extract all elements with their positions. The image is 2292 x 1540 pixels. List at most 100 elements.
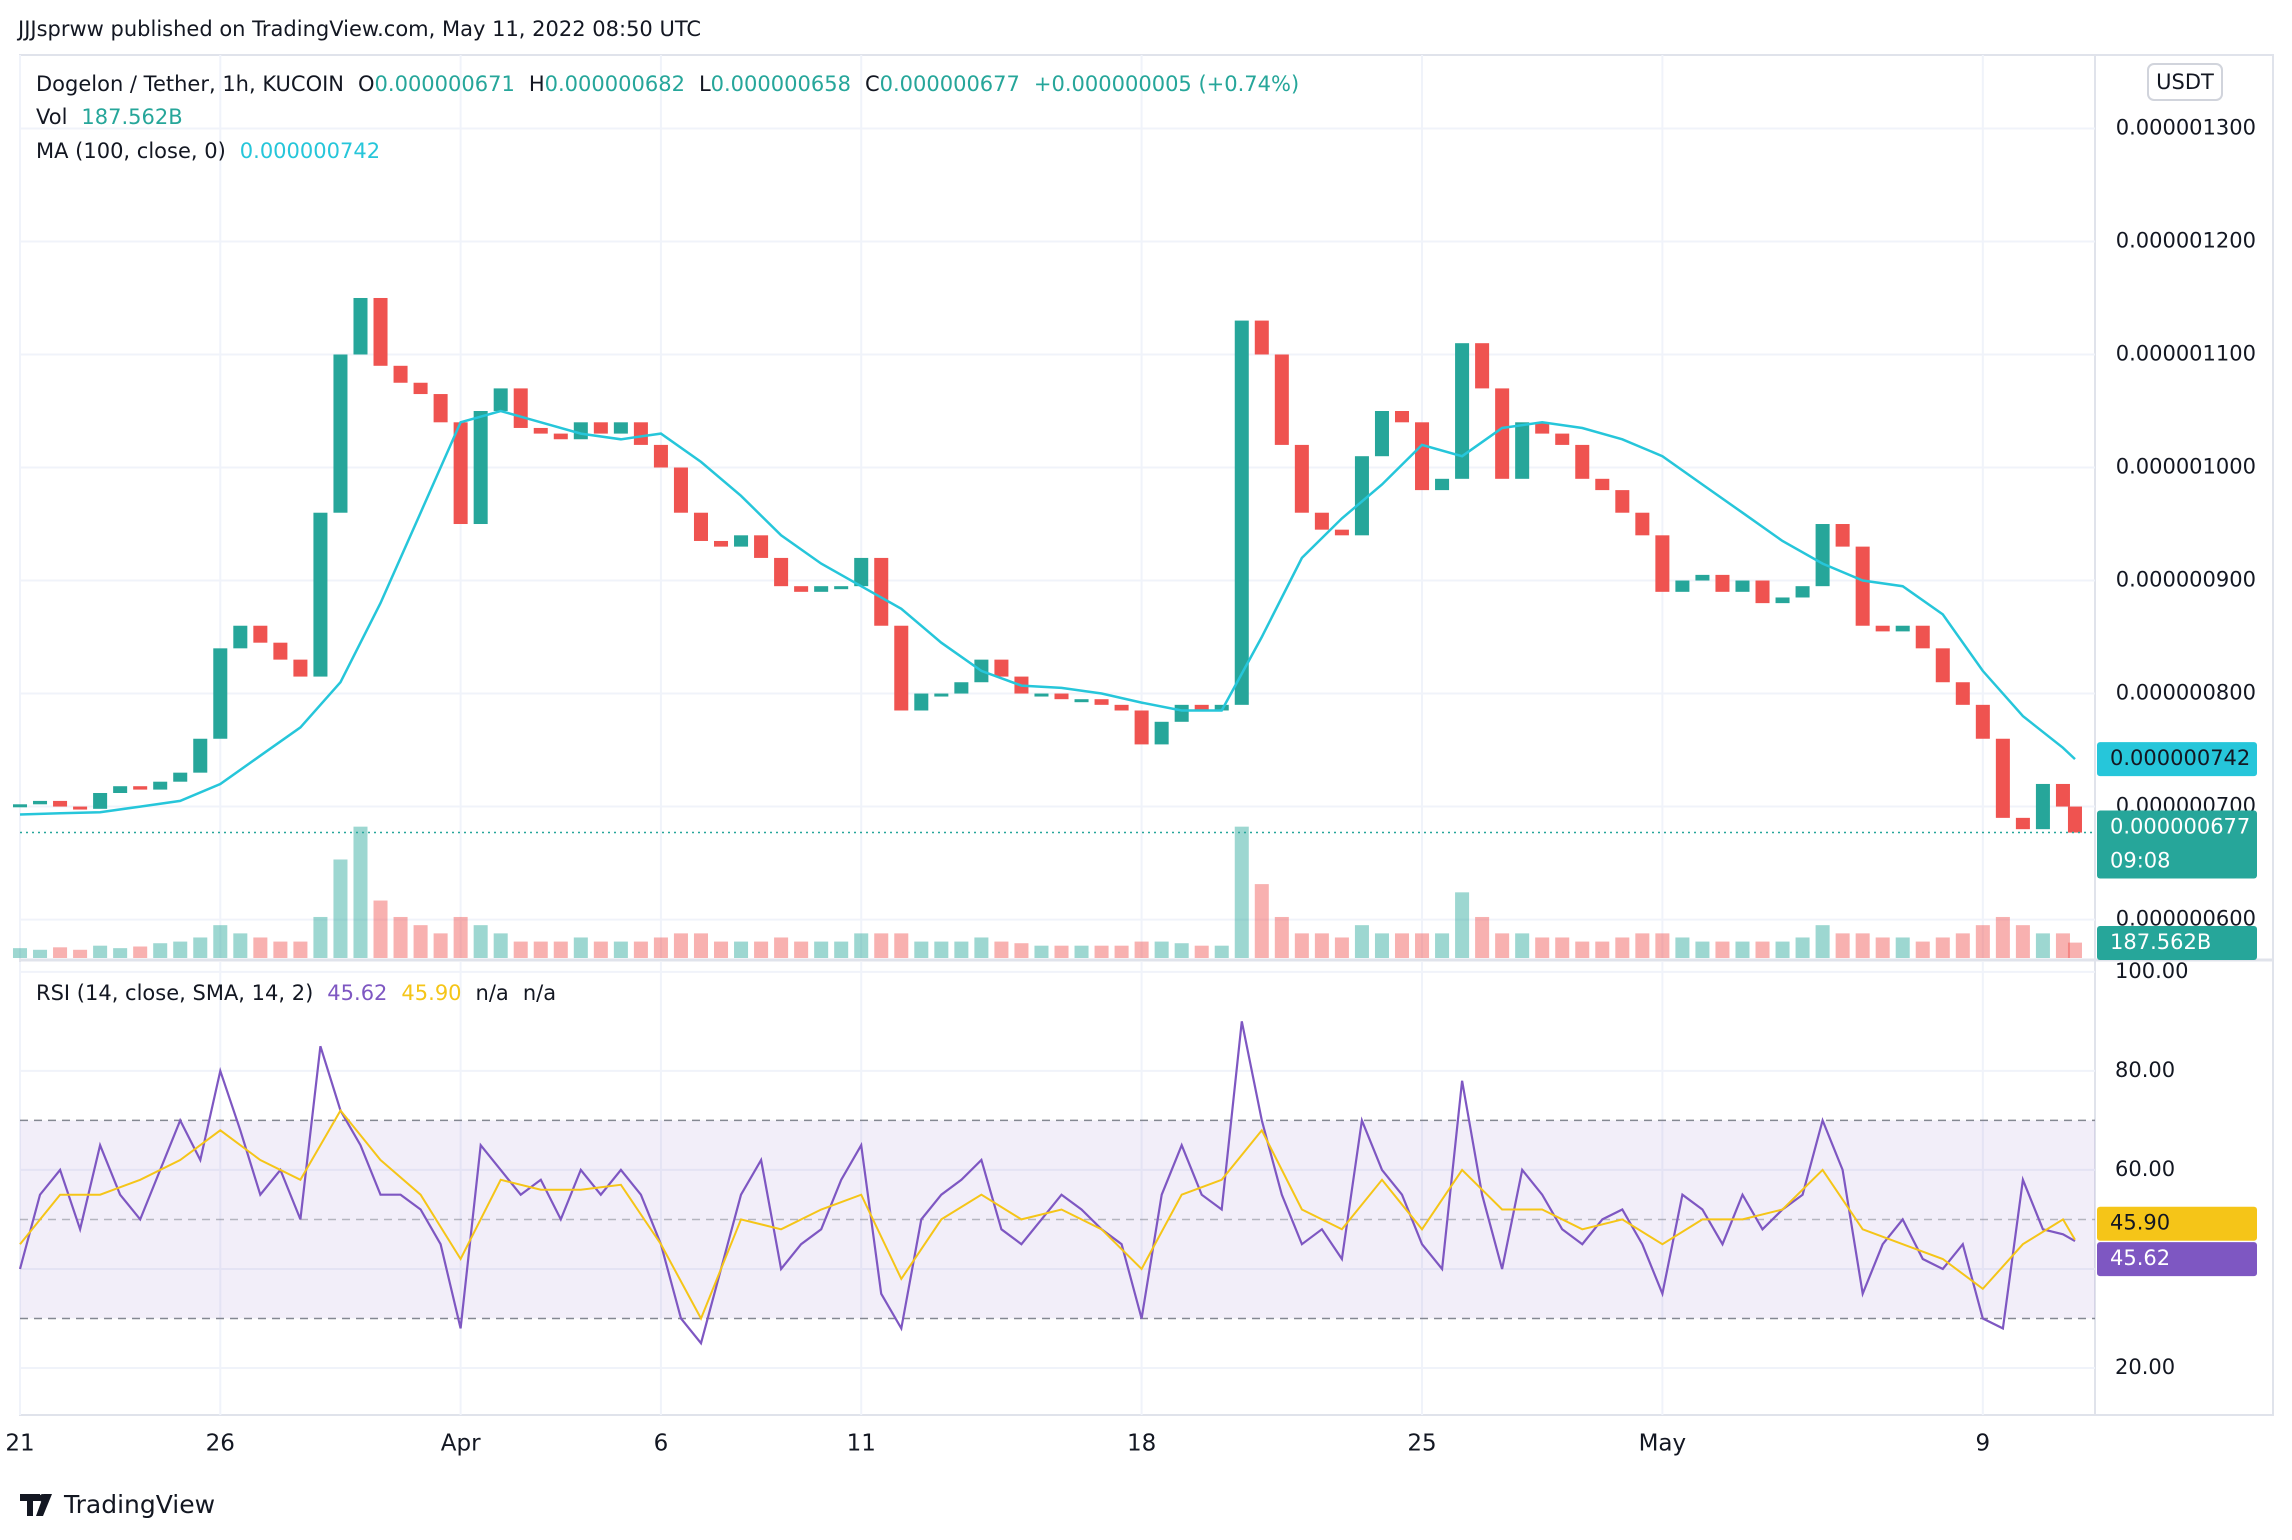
logo (20, 1494, 52, 1516)
candle (1955, 682, 1970, 705)
volume-bar (1435, 933, 1450, 958)
legend-item: n/a (476, 981, 509, 1005)
candle (1775, 597, 1790, 604)
rsi-sma-line (19, 1108, 2076, 1321)
candle (1274, 354, 1289, 445)
volume-bar (1595, 941, 1610, 958)
volume-bar (1695, 941, 1710, 958)
volume-bar (774, 937, 789, 958)
volume-bar (1154, 941, 1169, 958)
legend: RSI (14, close, SMA, 14, 2) 45.62 45.90 n/a… (36, 981, 556, 1005)
candle (1094, 699, 1109, 705)
volume-bar (894, 933, 909, 958)
volume-bar (413, 925, 428, 958)
candle (1935, 648, 1950, 683)
candle (1735, 580, 1750, 592)
candle (653, 444, 668, 468)
volume-bar (213, 925, 228, 958)
volume-bar (573, 937, 588, 958)
candle (1054, 693, 1069, 700)
candle (633, 422, 648, 445)
volume-bar (834, 941, 849, 958)
volume-bar (53, 947, 68, 958)
y-tick-label: 0.000000800 (2116, 681, 2256, 705)
unit-button[interactable] (2147, 63, 2223, 101)
y-tick-label: 0.000001200 (2116, 228, 2256, 252)
volume-bar (433, 933, 448, 958)
unit-label[interactable]: USDT (2156, 70, 2214, 94)
candle (53, 800, 68, 807)
candle (493, 388, 508, 412)
candle (1695, 574, 1710, 581)
candle (73, 806, 88, 810)
volume-bar (133, 946, 148, 958)
volume-bar (353, 826, 368, 958)
legend-item: +0.000000005 (+0.74%) (1034, 72, 1299, 96)
volume-bar (1995, 916, 2010, 958)
volume-bar (1795, 937, 1810, 958)
volume-bar (794, 941, 809, 958)
x-tick-label: Apr (441, 1431, 481, 1457)
volume-bar (714, 941, 729, 958)
volume-value-box-label: 187.562B (2110, 930, 2211, 954)
volume-bar (1655, 933, 1670, 958)
volume-bar (33, 949, 48, 958)
volume-bar (1174, 943, 1189, 958)
volume-value-box (2097, 926, 2257, 960)
volume-bar (734, 941, 749, 958)
candle (553, 433, 568, 440)
candle (714, 540, 729, 547)
volume-bar (914, 941, 929, 958)
volume-bar (293, 941, 308, 958)
candle (1214, 704, 1229, 711)
volume-bar (1815, 925, 1830, 958)
ma-value-box (2097, 742, 2257, 777)
volume-bar (934, 941, 949, 958)
publisher: JJJsprww published on TradingView.com, M… (16, 17, 701, 41)
candle (1294, 444, 1309, 513)
volume-bar (954, 941, 969, 958)
candle (233, 625, 248, 649)
volume-bar (1214, 945, 1229, 958)
volume-bar (814, 941, 829, 958)
candle (734, 535, 749, 547)
candle (774, 557, 789, 587)
volume-bar (1715, 941, 1730, 958)
rsi-value-box-label: 45.62 (2110, 1246, 2170, 1270)
candle (814, 586, 829, 592)
legend-item: H (529, 72, 545, 96)
candle (693, 512, 708, 541)
volume-bar (1274, 916, 1289, 958)
candle (1034, 693, 1049, 697)
candle (1535, 422, 1550, 434)
candle (1875, 625, 1890, 632)
volume-bar (193, 937, 208, 958)
candle (373, 297, 388, 366)
volume-bar (1234, 826, 1249, 958)
candle (433, 394, 448, 423)
candle (533, 427, 548, 434)
volume-bar (994, 941, 1009, 958)
candle (293, 659, 308, 677)
candle (113, 786, 128, 793)
candle (1575, 444, 1590, 479)
volume-bar (1134, 941, 1149, 958)
volume-bar (493, 933, 508, 958)
volume-bar (1034, 945, 1049, 958)
candle (994, 659, 1009, 677)
volume-bar (1855, 933, 1870, 958)
volume-bar (1575, 941, 1590, 958)
volume-bar (1775, 941, 1790, 958)
candle (1615, 490, 1630, 513)
candle (12, 804, 28, 808)
volume-bar (253, 937, 268, 958)
rsi-line (18, 1021, 2076, 1346)
volume-bar (1875, 937, 1890, 958)
candle (1114, 704, 1129, 711)
candle (453, 422, 468, 525)
volume-bar (1735, 941, 1750, 958)
candle (1515, 422, 1530, 479)
volume-bar (553, 941, 568, 958)
